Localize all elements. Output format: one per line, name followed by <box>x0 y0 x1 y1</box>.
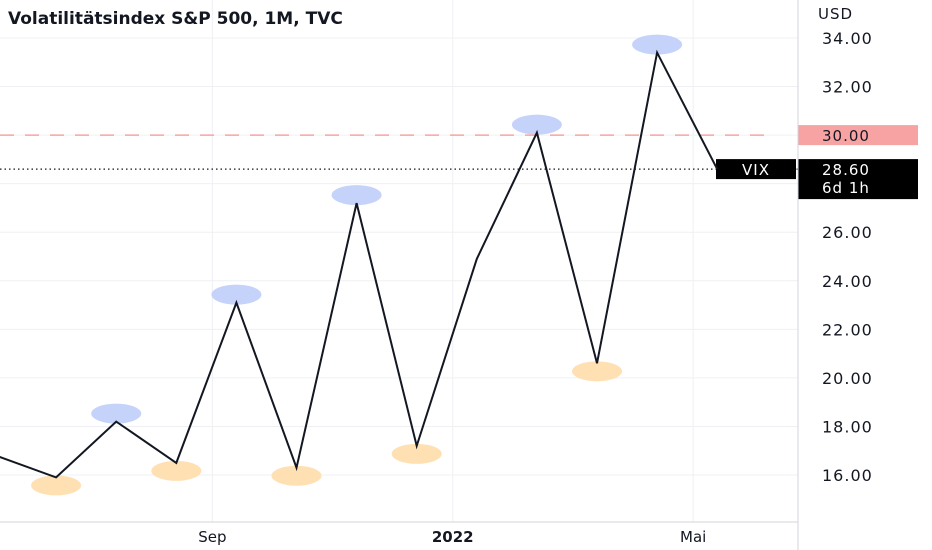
y-tick-label: 20.00 <box>822 369 873 388</box>
series-group <box>0 49 719 479</box>
y-tick-label: 32.00 <box>822 78 873 97</box>
axes-group: 16.00 18.00 20.00 22.00 24.00 26.00 32.00 34.00… <box>0 0 873 550</box>
y-tick-label: 16.00 <box>822 466 873 485</box>
reference-price-box <box>798 125 918 146</box>
reference-price-label: 30.00 <box>822 127 870 145</box>
countdown-label: 6d 1h <box>822 179 870 197</box>
high-marker <box>211 284 262 305</box>
series-line <box>0 49 719 479</box>
low-marker <box>271 465 322 486</box>
high-marker <box>632 34 683 55</box>
last-price-box <box>798 159 918 200</box>
y-tick-label: 26.00 <box>822 223 873 242</box>
grid <box>0 0 798 522</box>
y-tick-label: 34.00 <box>822 29 873 48</box>
low-marker <box>391 443 442 464</box>
x-tick-label: 2022 <box>432 528 474 546</box>
y-axis-unit: USD <box>818 5 853 23</box>
markers <box>31 34 683 496</box>
low-marker <box>31 475 82 496</box>
high-marker <box>331 185 382 206</box>
y-tick-label: 22.00 <box>822 320 873 339</box>
chart-title: Volatilitätsindex S&P 500, 1M, TVC <box>8 9 343 29</box>
y-tick-label: 18.00 <box>822 417 873 436</box>
high-marker <box>91 403 142 424</box>
high-marker <box>511 114 562 135</box>
low-marker <box>572 361 622 382</box>
y-tick-label: 24.00 <box>822 272 873 291</box>
last-price-label: 28.60 <box>822 161 870 179</box>
x-tick-label: Mai <box>680 528 706 546</box>
low-marker <box>151 460 202 481</box>
symbol-box <box>716 159 796 180</box>
symbol-label: VIX <box>742 161 770 179</box>
x-tick-label: Sep <box>198 528 226 546</box>
